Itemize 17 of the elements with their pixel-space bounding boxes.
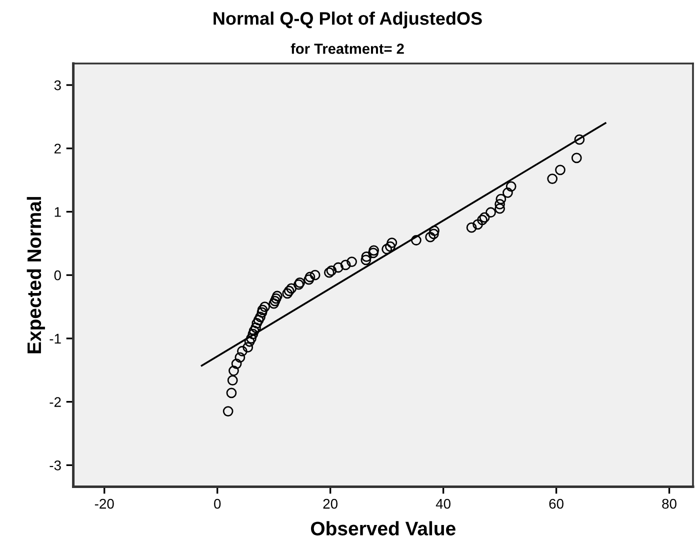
x-tick-label: -20 [94, 498, 114, 509]
y-tick-label: 2 [54, 144, 61, 154]
x-axis-title: Observed Value [310, 521, 456, 536]
x-tick-label: 20 [323, 498, 338, 509]
x-tick-label: 0 [214, 498, 221, 509]
y-tick-label: -2 [50, 397, 61, 407]
y-tick-label: 1 [54, 207, 61, 217]
y-tick-label: -1 [50, 334, 61, 344]
chart-subtitle: for Treatment= 2 [290, 43, 404, 54]
x-tick-label: 80 [662, 498, 676, 509]
y-tick-label: -3 [50, 460, 61, 470]
x-tick-label: 60 [549, 498, 564, 509]
chart-title: Normal Q-Q Plot of AdjustedOS [214, 12, 482, 28]
x-tick-label: 40 [436, 498, 450, 509]
y-axis-title: Expected Normal [26, 197, 45, 354]
y-tick-label: 3 [54, 80, 61, 90]
y-tick-label: 0 [54, 270, 61, 280]
